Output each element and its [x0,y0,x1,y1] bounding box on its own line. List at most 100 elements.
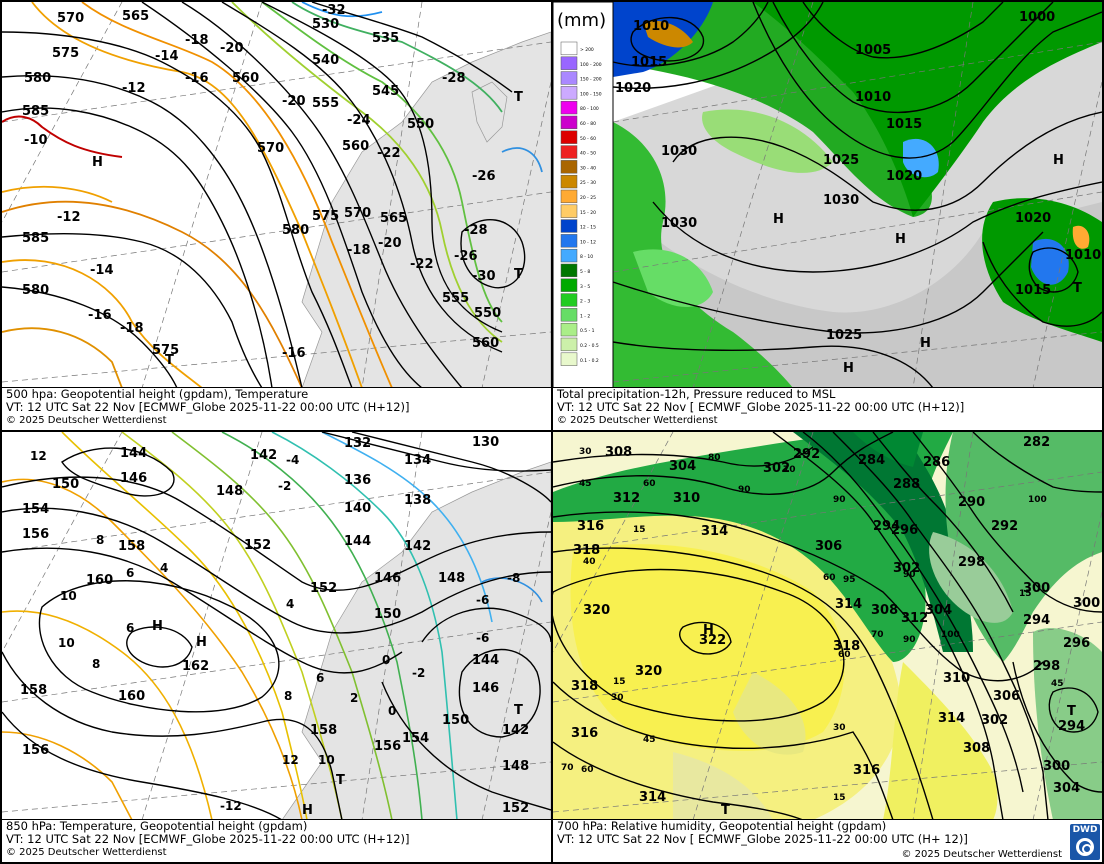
copyright: © 2025 Deutscher Wetterdienst [901,849,1062,860]
svg-text:1030: 1030 [823,193,859,208]
high-symbol-700: H [703,623,714,638]
svg-text:565: 565 [122,9,149,24]
legend-class-label: 12 - 15 [580,225,596,231]
svg-text:144: 144 [120,446,147,461]
svg-text:132: 132 [344,436,371,451]
caption-valid-time: VT: 12 UTC Sat 22 Nov [ ECMWF_Globe 2025… [557,832,968,846]
legend-swatch [560,337,578,352]
svg-text:1020: 1020 [615,81,651,96]
svg-text:150: 150 [374,607,401,622]
svg-text:-18: -18 [120,321,144,336]
svg-text:300: 300 [1023,581,1050,596]
svg-text:314: 314 [938,711,965,726]
map-precipitation: > 200 100 - 200 150 - 200 100 - 150 80 - 100… [553,2,1102,388]
svg-text:-28: -28 [464,223,488,238]
legend-class-label: 1 - 2 [580,313,590,319]
svg-text:1010: 1010 [1065,248,1101,263]
svg-text:8: 8 [92,657,100,671]
svg-text:T: T [1067,704,1076,719]
svg-text:40: 40 [583,557,596,567]
svg-text:156: 156 [22,743,49,758]
svg-text:1010: 1010 [633,19,669,34]
svg-text:142: 142 [404,539,431,554]
label-570: 570 [57,11,84,26]
svg-text:15: 15 [633,525,646,535]
caption-valid-time: VT: 12 UTC Sat 22 Nov [ECMWF_Globe 2025-… [6,832,410,846]
svg-text:152: 152 [244,538,271,553]
caption-850hpa: 850 hPa: Temperature, Geopotential heigh… [2,819,551,862]
svg-text:-22: -22 [410,257,434,272]
svg-text:292: 292 [991,519,1018,534]
precip-legend: > 200 100 - 200 150 - 200 100 - 150 80 - 100… [553,2,614,388]
legend-swatch [560,308,578,322]
svg-text:90: 90 [833,495,846,505]
svg-text:H: H [1053,153,1064,168]
svg-text:-2: -2 [278,479,291,493]
legend-swatch [560,278,578,292]
legend-class-label: 60 - 80 [580,121,596,127]
svg-text:302: 302 [981,713,1008,728]
legend-unit: (mm) [557,10,607,31]
svg-text:150: 150 [442,713,469,728]
svg-text:565: 565 [380,211,407,226]
svg-text:154: 154 [22,502,49,517]
svg-text:-6: -6 [476,593,489,607]
copyright: © 2025 Deutscher Wetterdienst [6,415,167,426]
svg-text:312: 312 [901,611,928,626]
svg-text:1025: 1025 [823,153,859,168]
legend-swatch [560,41,578,56]
svg-text:585: 585 [22,104,49,119]
svg-text:296: 296 [891,523,918,538]
svg-text:1020: 1020 [886,169,922,184]
svg-text:-26: -26 [472,169,496,184]
svg-text:310: 310 [673,491,700,506]
svg-text:550: 550 [407,117,434,132]
svg-text:146: 146 [120,471,147,486]
svg-text:1010: 1010 [855,90,891,105]
svg-text:156: 156 [22,527,49,542]
legend-class-label: 40 - 50 [580,151,596,157]
legend-class-label: 5 - 8 [580,269,590,275]
svg-text:H: H [843,361,854,376]
svg-text:585: 585 [22,231,49,246]
low-symbol: T [165,353,174,368]
svg-text:580: 580 [24,71,51,86]
high-symbol: H [92,155,103,170]
svg-text:-20: -20 [220,41,244,56]
svg-text:290: 290 [958,495,985,510]
svg-text:45: 45 [643,735,656,745]
svg-text:10: 10 [318,753,335,767]
land-uk [471,81,508,143]
svg-text:-28: -28 [442,71,466,86]
legend-swatch [560,86,578,100]
svg-text:8: 8 [96,533,104,547]
svg-text:6: 6 [126,621,134,635]
svg-text:148: 148 [216,484,243,499]
svg-text:316: 316 [577,519,604,534]
svg-text:282: 282 [1023,435,1050,450]
svg-text:-18: -18 [347,243,371,258]
legend-class-label: 100 - 150 [580,91,602,97]
legend-swatch [560,100,578,115]
svg-text:294: 294 [873,519,900,534]
svg-text:-24: -24 [347,113,371,128]
svg-text:15: 15 [1019,589,1032,599]
dwd-logo: DWD [1070,824,1100,860]
svg-text:530: 530 [312,17,339,32]
svg-text:T: T [514,703,523,718]
svg-text:-16: -16 [185,71,209,86]
svg-text:560: 560 [232,71,259,86]
svg-text:-26: -26 [454,249,478,264]
svg-text:152: 152 [502,801,529,816]
svg-text:154: 154 [402,731,429,746]
svg-text:144: 144 [344,534,371,549]
dwd-logo-text: DWD [1072,825,1098,835]
svg-text:T: T [514,90,523,105]
legend-class-label: 0.1 - 0.2 [580,358,599,364]
svg-text:130: 130 [472,435,499,450]
svg-text:308: 308 [605,445,632,460]
svg-text:-16: -16 [282,346,306,361]
svg-text:298: 298 [1033,659,1060,674]
svg-text:-20: -20 [282,94,306,109]
svg-text:306: 306 [993,689,1020,704]
